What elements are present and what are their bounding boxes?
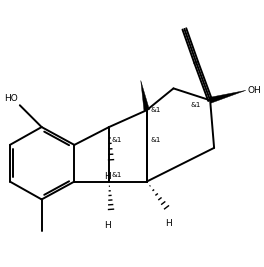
Text: &1: &1 xyxy=(111,172,121,178)
Text: &1: &1 xyxy=(151,137,161,143)
Text: H: H xyxy=(165,219,172,228)
Text: H: H xyxy=(104,221,110,230)
Text: &1: &1 xyxy=(190,102,201,108)
Polygon shape xyxy=(209,91,246,103)
Polygon shape xyxy=(141,80,149,111)
Text: &1: &1 xyxy=(151,107,161,113)
Text: &1: &1 xyxy=(111,137,121,143)
Text: HO: HO xyxy=(4,94,18,103)
Text: H: H xyxy=(104,172,110,181)
Text: OH: OH xyxy=(248,86,262,95)
